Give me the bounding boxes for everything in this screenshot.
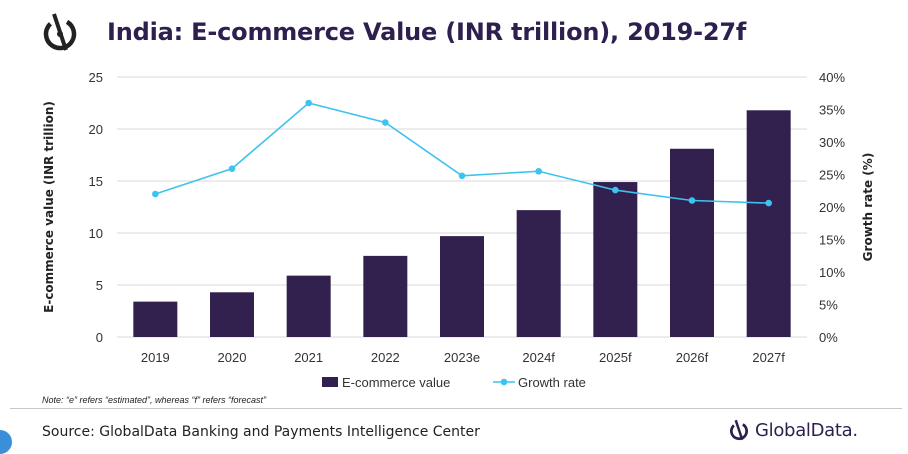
growth-rate-point — [765, 199, 772, 207]
growth-rate-point — [152, 190, 159, 198]
bar — [670, 148, 714, 337]
growth-rate-point — [228, 165, 236, 172]
x-tick-label: 2019 — [141, 350, 170, 365]
x-tick-label: 2023e — [444, 350, 480, 365]
growth-rate-point — [305, 99, 312, 107]
brand-name: GlobalData. — [755, 419, 858, 441]
y2-tick-label: 35% — [819, 103, 845, 118]
y2-tick-label: 25% — [819, 168, 845, 183]
x-tick-label: 2022 — [371, 350, 400, 365]
bar — [133, 301, 178, 337]
growth-rate-point — [688, 197, 696, 204]
page-title: India: E-commerce Value (INR trillion), … — [107, 18, 747, 46]
source-text: Source: GlobalData Banking and Payments … — [42, 424, 480, 440]
y2-tick-label: 5% — [819, 298, 838, 313]
y-tick-label: 5 — [96, 278, 103, 293]
y2-tick-label: 30% — [819, 135, 845, 150]
brand-logo: GlobalData. — [728, 417, 858, 443]
brand-mark-icon — [730, 419, 748, 441]
bar — [746, 110, 791, 337]
bar — [210, 292, 254, 337]
y2-tick-label: 20% — [819, 200, 845, 215]
x-tick-label: 2024f — [522, 350, 555, 365]
y-tick-label: 15 — [89, 174, 103, 189]
bar — [593, 182, 638, 337]
corner-decoration — [0, 430, 12, 454]
x-tick-label: 2025f — [599, 350, 632, 365]
y-tick-label: 20 — [89, 122, 103, 137]
x-tick-label: 2021 — [294, 350, 323, 365]
chart: 0 5 10 15 20 25 0% 5% 10% 15% 20% 25% 30% 35% 40% 2019 2… — [42, 70, 875, 390]
x-tick-label: 2020 — [218, 350, 247, 365]
bar — [286, 275, 331, 337]
y2-tick-label: 10% — [819, 265, 845, 280]
y-axis-title: E-commerce value (INR trillion) — [42, 101, 56, 313]
globaldata-logo-icon — [43, 13, 77, 51]
bar — [516, 210, 561, 337]
growth-rate-point — [612, 186, 619, 194]
growth-rate-point — [535, 167, 542, 175]
legend-swatch-bar — [322, 377, 338, 387]
y2-tick-label: 40% — [819, 70, 845, 85]
bar — [440, 236, 484, 337]
y-tick-label: 25 — [89, 70, 103, 85]
y2-tick-label: 15% — [819, 233, 845, 248]
x-tick-label: 2027f — [752, 350, 785, 365]
chart-note: Note: “e” refers “estimated”, whereas “f… — [42, 395, 267, 405]
growth-rate-point — [458, 172, 466, 180]
y2-tick-label: 0% — [819, 330, 838, 345]
legend-marker-line — [500, 378, 508, 386]
footer-divider — [10, 408, 902, 409]
y2-axis-title: Growth rate (%) — [861, 153, 875, 262]
legend-label-line: Growth rate — [518, 375, 586, 390]
bar — [363, 255, 408, 337]
x-tick-label: 2026f — [676, 350, 709, 365]
growth-rate-point — [382, 119, 389, 126]
y-tick-label: 10 — [89, 226, 103, 241]
y-tick-label: 0 — [96, 330, 103, 345]
legend-label-bar: E-commerce value — [342, 375, 450, 390]
